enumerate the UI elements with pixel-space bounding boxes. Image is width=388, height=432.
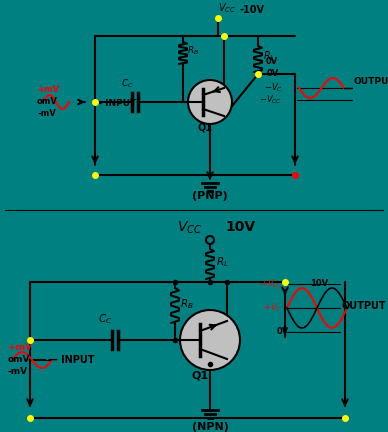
Text: OUTPUT: OUTPUT [342, 301, 386, 311]
Text: (NPN): (NPN) [192, 422, 229, 432]
Text: — INPUT: — INPUT [48, 355, 95, 365]
Text: $-V_C$: $-V_C$ [264, 82, 283, 94]
Text: omV: omV [37, 98, 58, 107]
Text: $C_C$: $C_C$ [121, 77, 133, 89]
Text: 0V: 0V [267, 70, 279, 79]
Text: $V_{CC}$: $V_{CC}$ [177, 220, 203, 236]
Text: $R_L$: $R_L$ [263, 49, 275, 63]
Circle shape [188, 80, 232, 124]
Text: $V_{CC}$: $V_{CC}$ [218, 1, 236, 15]
Text: -10V: -10V [240, 5, 265, 15]
Text: $R_L$: $R_L$ [216, 255, 229, 269]
Text: $R_B$: $R_B$ [180, 297, 194, 311]
Text: (PNP): (PNP) [192, 191, 228, 201]
Text: Q1: Q1 [191, 370, 209, 380]
Text: $-V_{CC}$: $-V_{CC}$ [259, 94, 282, 106]
Text: $+V_{CC}$: $+V_{CC}$ [260, 278, 283, 290]
Text: +mV: +mV [8, 343, 32, 353]
Text: $C_C$: $C_C$ [98, 312, 112, 326]
Text: -mV: -mV [37, 108, 56, 118]
Text: -mV: -mV [8, 368, 28, 377]
Text: Q1: Q1 [197, 122, 213, 132]
Text: 0V: 0V [266, 57, 278, 67]
Text: +mV: +mV [37, 86, 59, 95]
Text: OUTPUT: OUTPUT [354, 77, 388, 86]
Text: $R_B$: $R_B$ [187, 45, 199, 57]
Text: 10V: 10V [225, 220, 255, 234]
Text: 10V: 10V [310, 280, 328, 289]
Text: — INPUT: — INPUT [93, 99, 136, 108]
Text: 0V: 0V [277, 327, 289, 337]
Circle shape [180, 310, 240, 370]
Text: $+V_C$: $+V_C$ [263, 302, 282, 314]
Text: omV: omV [8, 356, 31, 365]
